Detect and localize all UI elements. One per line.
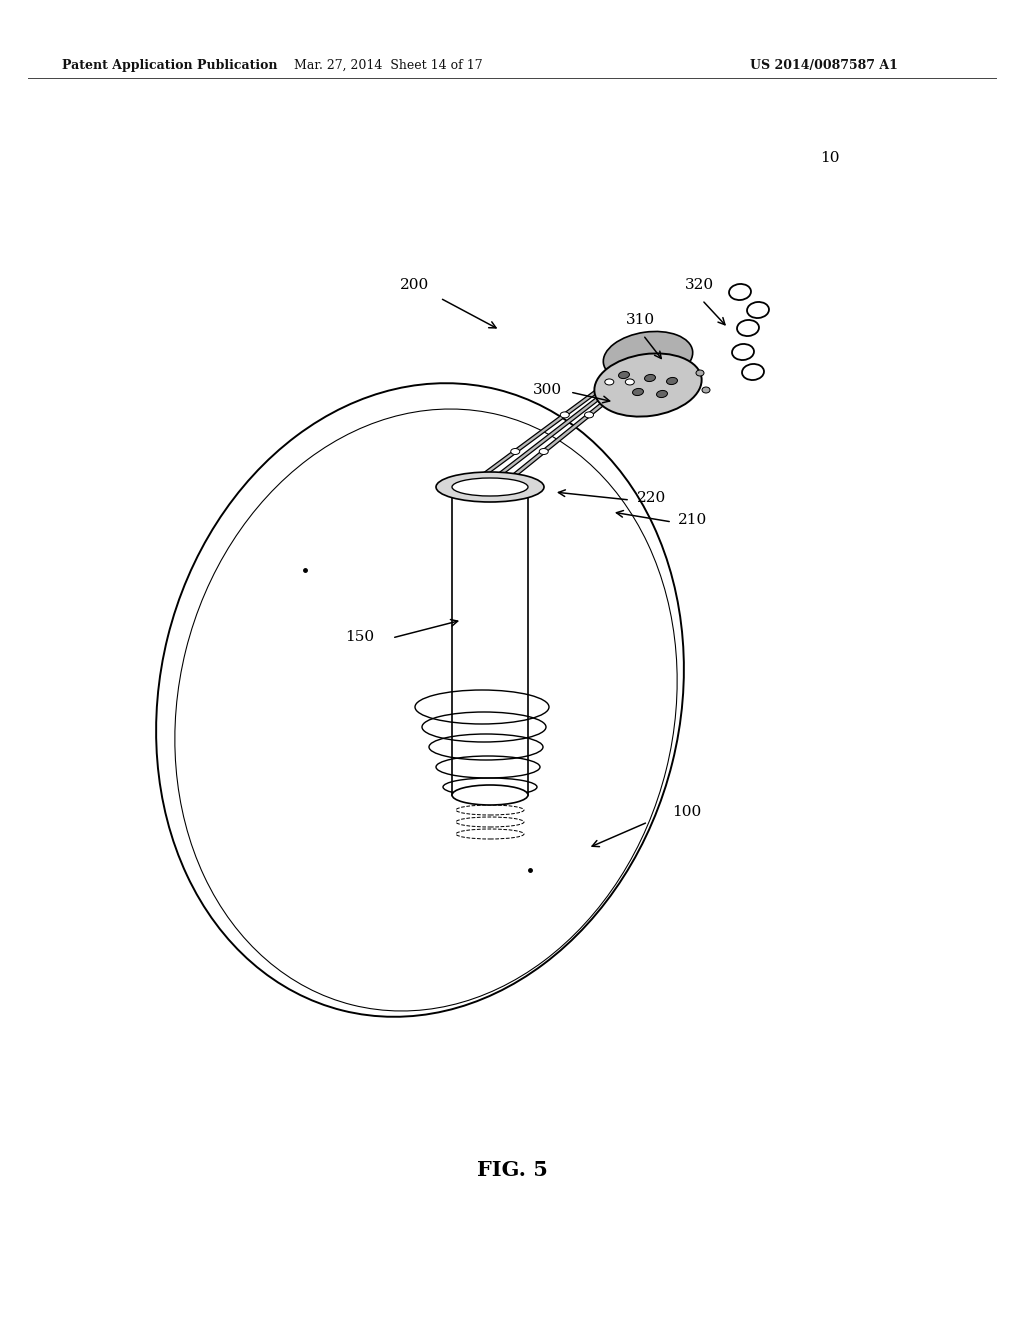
Polygon shape — [487, 360, 651, 482]
Text: Mar. 27, 2014  Sheet 14 of 17: Mar. 27, 2014 Sheet 14 of 17 — [294, 58, 482, 71]
Ellipse shape — [452, 785, 528, 805]
Text: 300: 300 — [532, 383, 561, 397]
Ellipse shape — [618, 371, 630, 379]
Ellipse shape — [702, 387, 710, 393]
Ellipse shape — [696, 370, 705, 376]
Text: 310: 310 — [626, 313, 654, 327]
Ellipse shape — [452, 479, 528, 502]
Ellipse shape — [436, 473, 544, 502]
Ellipse shape — [156, 383, 684, 1016]
Ellipse shape — [667, 378, 678, 384]
Text: 150: 150 — [345, 630, 375, 644]
Ellipse shape — [605, 379, 613, 385]
Text: 220: 220 — [637, 491, 667, 506]
Text: 10: 10 — [820, 150, 840, 165]
Text: 210: 210 — [678, 513, 708, 527]
Text: 320: 320 — [684, 279, 714, 292]
Ellipse shape — [656, 391, 668, 397]
Text: Patent Application Publication: Patent Application Publication — [62, 58, 278, 71]
Text: US 2014/0087587 A1: US 2014/0087587 A1 — [750, 58, 898, 71]
Polygon shape — [471, 360, 642, 482]
Ellipse shape — [459, 484, 521, 496]
Text: 100: 100 — [672, 805, 701, 818]
Ellipse shape — [644, 375, 655, 381]
Text: FIG. 5: FIG. 5 — [476, 1160, 548, 1180]
Ellipse shape — [452, 478, 528, 496]
Ellipse shape — [585, 412, 594, 418]
Ellipse shape — [603, 331, 692, 383]
Ellipse shape — [633, 388, 643, 396]
Ellipse shape — [626, 379, 634, 385]
Ellipse shape — [511, 449, 520, 454]
Ellipse shape — [540, 449, 548, 454]
Polygon shape — [452, 490, 528, 795]
Polygon shape — [503, 360, 660, 482]
Ellipse shape — [594, 354, 701, 417]
Ellipse shape — [560, 412, 569, 418]
Text: 200: 200 — [400, 279, 430, 292]
